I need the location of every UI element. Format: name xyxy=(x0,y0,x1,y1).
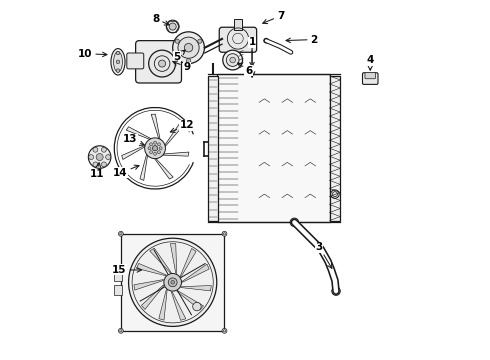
Circle shape xyxy=(152,146,158,151)
Text: 7: 7 xyxy=(263,11,284,24)
Circle shape xyxy=(223,50,243,70)
Text: 8: 8 xyxy=(152,14,169,25)
Circle shape xyxy=(193,302,201,311)
Circle shape xyxy=(290,218,298,226)
Circle shape xyxy=(148,147,151,150)
Bar xyxy=(114,285,122,294)
Polygon shape xyxy=(163,152,189,156)
Text: 2: 2 xyxy=(286,35,318,45)
Polygon shape xyxy=(154,158,173,179)
FancyBboxPatch shape xyxy=(219,27,257,52)
Circle shape xyxy=(116,60,120,64)
Circle shape xyxy=(93,162,98,167)
Circle shape xyxy=(168,278,177,287)
Circle shape xyxy=(119,328,123,333)
Circle shape xyxy=(169,23,176,30)
Circle shape xyxy=(226,54,239,66)
Polygon shape xyxy=(159,290,167,320)
Circle shape xyxy=(101,147,106,152)
FancyBboxPatch shape xyxy=(363,73,378,84)
Text: 12: 12 xyxy=(171,120,194,132)
Circle shape xyxy=(178,37,199,58)
Text: 10: 10 xyxy=(78,49,107,59)
Circle shape xyxy=(184,44,193,52)
Circle shape xyxy=(159,60,166,67)
Circle shape xyxy=(159,147,162,150)
Text: 14: 14 xyxy=(113,165,139,178)
Text: 13: 13 xyxy=(123,134,145,145)
Polygon shape xyxy=(126,127,151,139)
Circle shape xyxy=(88,146,111,168)
Circle shape xyxy=(153,152,156,155)
Circle shape xyxy=(198,39,202,43)
Polygon shape xyxy=(140,154,147,180)
Circle shape xyxy=(222,231,227,236)
Polygon shape xyxy=(182,264,209,282)
Circle shape xyxy=(164,274,181,291)
Bar xyxy=(217,74,330,222)
Text: 3: 3 xyxy=(316,242,332,268)
FancyBboxPatch shape xyxy=(127,53,144,69)
Text: 15: 15 xyxy=(112,265,142,275)
FancyBboxPatch shape xyxy=(136,41,181,83)
Circle shape xyxy=(119,231,123,236)
Polygon shape xyxy=(151,114,160,139)
Circle shape xyxy=(101,162,106,167)
Circle shape xyxy=(148,50,175,77)
Polygon shape xyxy=(165,124,182,147)
Circle shape xyxy=(332,287,340,295)
Circle shape xyxy=(149,151,152,154)
Polygon shape xyxy=(134,280,163,290)
Circle shape xyxy=(93,147,98,152)
Circle shape xyxy=(222,328,227,333)
Polygon shape xyxy=(137,264,166,276)
Polygon shape xyxy=(150,248,172,273)
Circle shape xyxy=(157,151,160,154)
Bar xyxy=(121,234,224,331)
Polygon shape xyxy=(171,244,177,274)
FancyBboxPatch shape xyxy=(365,72,375,79)
Ellipse shape xyxy=(114,51,122,72)
Polygon shape xyxy=(122,145,145,159)
Circle shape xyxy=(186,59,191,63)
Text: 9: 9 xyxy=(173,61,191,72)
Circle shape xyxy=(331,190,339,198)
Polygon shape xyxy=(142,285,164,310)
Circle shape xyxy=(157,143,160,146)
Bar xyxy=(114,271,122,280)
Circle shape xyxy=(116,69,120,72)
Polygon shape xyxy=(172,292,186,320)
Polygon shape xyxy=(180,248,196,277)
Circle shape xyxy=(106,154,111,159)
Circle shape xyxy=(116,51,120,55)
Bar xyxy=(208,76,218,221)
Circle shape xyxy=(171,280,174,284)
Circle shape xyxy=(89,154,94,159)
Text: 11: 11 xyxy=(90,163,105,179)
Circle shape xyxy=(230,57,236,63)
Circle shape xyxy=(264,38,269,43)
Polygon shape xyxy=(177,291,203,310)
Circle shape xyxy=(175,39,179,43)
Circle shape xyxy=(172,32,204,64)
Circle shape xyxy=(166,20,179,33)
Text: 1: 1 xyxy=(248,37,256,67)
Text: 6: 6 xyxy=(238,63,252,76)
Circle shape xyxy=(149,143,152,146)
Ellipse shape xyxy=(111,49,125,75)
Circle shape xyxy=(145,138,166,159)
Text: 5: 5 xyxy=(173,50,185,62)
Text: 4: 4 xyxy=(367,55,374,70)
Bar xyxy=(234,19,242,30)
Polygon shape xyxy=(181,285,211,291)
Bar xyxy=(330,76,340,221)
Circle shape xyxy=(96,154,103,161)
Circle shape xyxy=(153,141,156,144)
Circle shape xyxy=(128,238,217,327)
